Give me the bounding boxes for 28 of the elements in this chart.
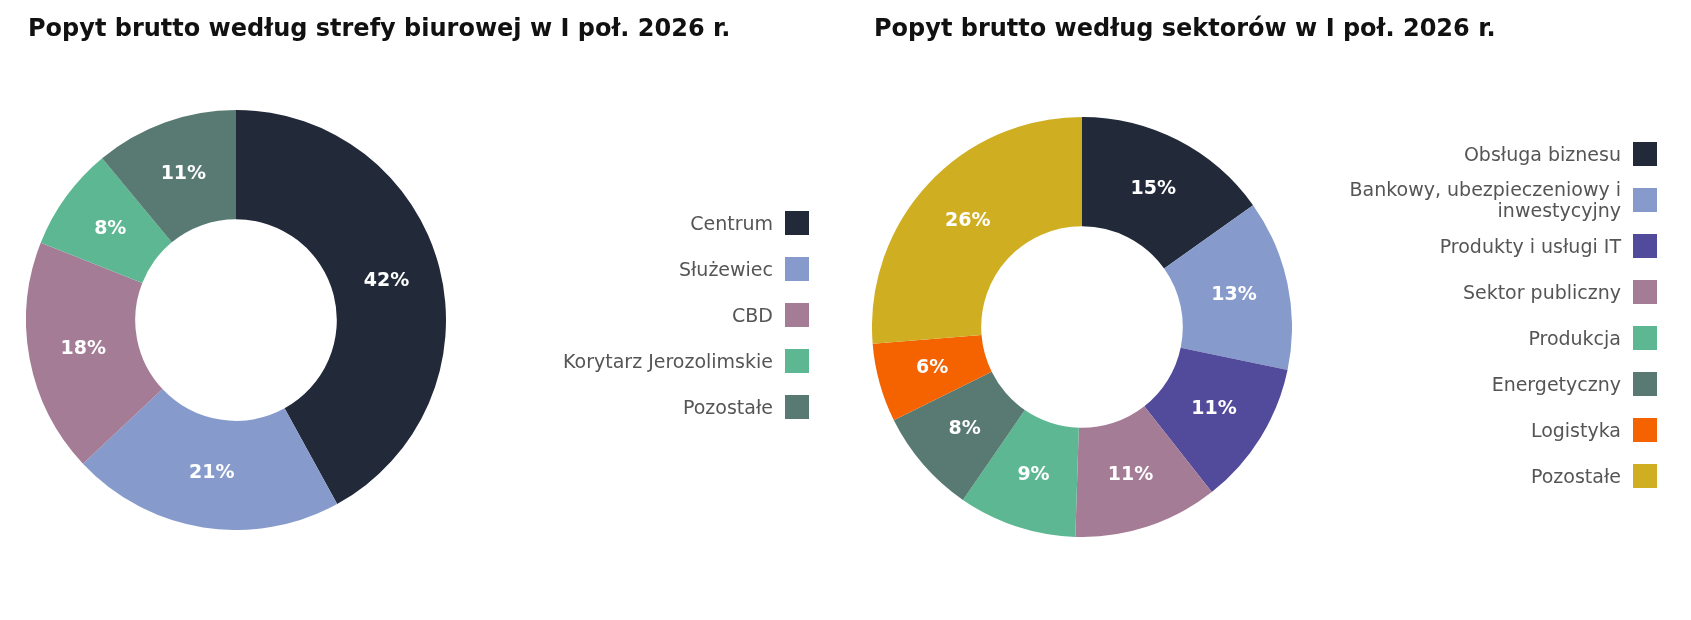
legend-label: CBD — [732, 303, 773, 326]
data-label: 9% — [1017, 461, 1050, 484]
data-label: 11% — [160, 160, 207, 183]
data-label: 11% — [1107, 461, 1154, 484]
data-label: 15% — [1130, 175, 1176, 198]
data-label: 42% — [363, 268, 410, 291]
data-label: 21% — [188, 460, 235, 483]
legend-label: Służewiec — [678, 257, 773, 280]
legend-label: Pozostałe — [1530, 464, 1621, 487]
legend-label: Pozostałe — [682, 395, 773, 418]
data-label: 13% — [1211, 282, 1257, 305]
data-label: 8% — [948, 415, 981, 438]
legend-label: Korytarz Jerozolimskie — [563, 349, 773, 372]
data-label: 6% — [916, 355, 949, 378]
legend-label: Produkty i usługi IT — [1439, 234, 1621, 257]
legend-label: Bankowy, ubezpieczeniowy i inwestycyjny — [1348, 178, 1621, 221]
legend-label: Centrum — [690, 211, 773, 234]
legend-label: Produkcja — [1528, 326, 1621, 349]
data-label: 8% — [94, 215, 127, 238]
chart-title: Popyt brutto według strefy biurowej w I poł. 2026 r. — [28, 14, 731, 42]
legend-label: Sektor publiczny — [1462, 280, 1621, 303]
legend-label: Energetyczny — [1491, 372, 1621, 395]
data-label: 18% — [60, 336, 107, 359]
chart-title: Popyt brutto według sektorów w I poł. 2026 r. — [874, 14, 1496, 42]
legend-label: Obsługa biznesu — [1463, 142, 1621, 165]
data-label: 26% — [945, 208, 991, 231]
legend-label: Logistyka — [1530, 418, 1621, 441]
data-label: 11% — [1191, 395, 1237, 418]
